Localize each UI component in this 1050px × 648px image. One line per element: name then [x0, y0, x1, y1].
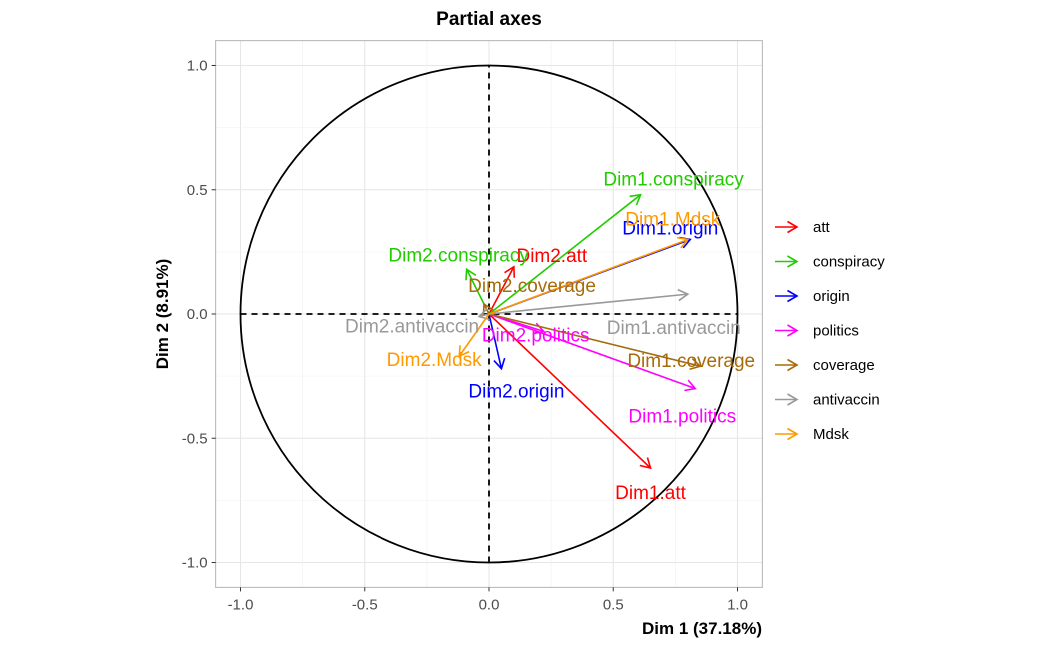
vector-dim2-mdsk [458, 313, 490, 357]
x-tick-label: 1.0 [727, 596, 748, 613]
vector-dim2-antivaccin [478, 313, 490, 318]
label-dim1-att: Dim1.att [615, 483, 686, 504]
y-tick-label: -1.0 [182, 555, 208, 572]
vector-labels: Dim1.att Dim2.att Dim1.conspiracy Dim2.cons… [345, 170, 755, 504]
x-tick-label: 0.5 [603, 596, 624, 613]
label-dim1-conspiracy: Dim1.conspiracy [603, 170, 744, 191]
vector-dim1-coverage [488, 313, 701, 367]
legend-key-arrow-origin [787, 289, 799, 303]
vector-dim2-origin [488, 313, 503, 369]
label-dim2-politics: Dim2.politics [482, 325, 590, 346]
legend: att conspiracy origin politics coverage antiv… [775, 219, 885, 443]
legend-key-arrow-antivaccin [787, 393, 799, 406]
vector-dim1-politics [488, 313, 696, 390]
label-dim2-origin: Dim2.origin [468, 382, 564, 403]
label-dim1-coverage: Dim1.coverage [627, 351, 755, 372]
legend-label-coverage: coverage [813, 357, 875, 374]
label-dim2-mdsk: Dim2.Mdsk [387, 350, 483, 371]
vector-dim1-antivaccin [488, 293, 688, 315]
legend-label-antivaccin: antivaccin [813, 392, 880, 409]
vector-dim1-conspiracy [488, 194, 642, 315]
vectors [458, 193, 702, 470]
y-tick-label: 0.5 [187, 182, 208, 199]
y-tick-label: 0.0 [187, 306, 208, 323]
reference-lines [240, 65, 738, 563]
x-tick-label: 0.0 [479, 596, 500, 613]
arrowhead-dim2-origin [493, 357, 506, 371]
y-tick-label: 1.0 [187, 58, 208, 75]
legend-label-politics: politics [813, 323, 859, 340]
label-dim2-antivaccin: Dim2.antivaccin [345, 316, 479, 337]
label-dim2-att: Dim2.att [516, 246, 587, 267]
vector-dim1-att [488, 313, 652, 469]
arrowhead-dim1-coverage [689, 357, 702, 371]
arrowhead-dim1-politics [684, 379, 697, 392]
arrowhead-dim1-mdsk [676, 236, 690, 249]
arrowhead-dim2-mdsk [458, 345, 470, 358]
label-dim1-politics: Dim1.politics [628, 407, 736, 428]
ticks: -1.0 -0.5 0.0 0.5 1.0 -1.0 -0.5 0.0 0.5 1.0 [182, 58, 748, 614]
legend-label-conspiracy: conspiracy [813, 254, 885, 271]
label-dim2-conspiracy: Dim2.conspiracy [388, 245, 529, 266]
x-tick-label: -0.5 [352, 596, 378, 613]
unit-circle [239, 64, 739, 564]
vector-dim1-mdsk [488, 238, 689, 315]
y-axis-title: Dim 2 (8.91%) [153, 259, 172, 370]
legend-key-arrow-conspiracy [787, 255, 799, 268]
legend-key-arrow-politics [787, 324, 799, 337]
arrowhead-dim1-att [639, 457, 652, 470]
chart-title: Partial axes [436, 9, 542, 30]
legend-label-origin: origin [813, 288, 850, 305]
y-tick-label: -0.5 [182, 430, 208, 447]
legend-key-arrow-att [787, 220, 799, 234]
vector-dim2-att [488, 266, 515, 315]
arrowhead-dim1-conspiracy [629, 193, 642, 206]
label-dim1-antivaccin: Dim1.antivaccin [607, 318, 741, 339]
arrowhead-dim2-att [504, 265, 516, 278]
x-axis-title: Dim 1 (37.18%) [642, 619, 762, 638]
arrowhead-dim1-antivaccin [677, 288, 690, 302]
label-dim1-mdsk: Dim1.Mdsk [625, 209, 721, 230]
x-tick-label: -1.0 [228, 596, 254, 613]
label-dim1-origin: Dim1.origin [622, 218, 718, 239]
arrowhead-dim2-conspiracy [465, 267, 477, 281]
label-dim2-coverage: Dim2.coverage [468, 276, 596, 297]
legend-key-arrow-Mdsk [787, 427, 799, 441]
legend-key-arrow-coverage [787, 358, 799, 372]
legend-label-att: att [813, 219, 831, 236]
legend-label-Mdsk: Mdsk [813, 426, 849, 443]
